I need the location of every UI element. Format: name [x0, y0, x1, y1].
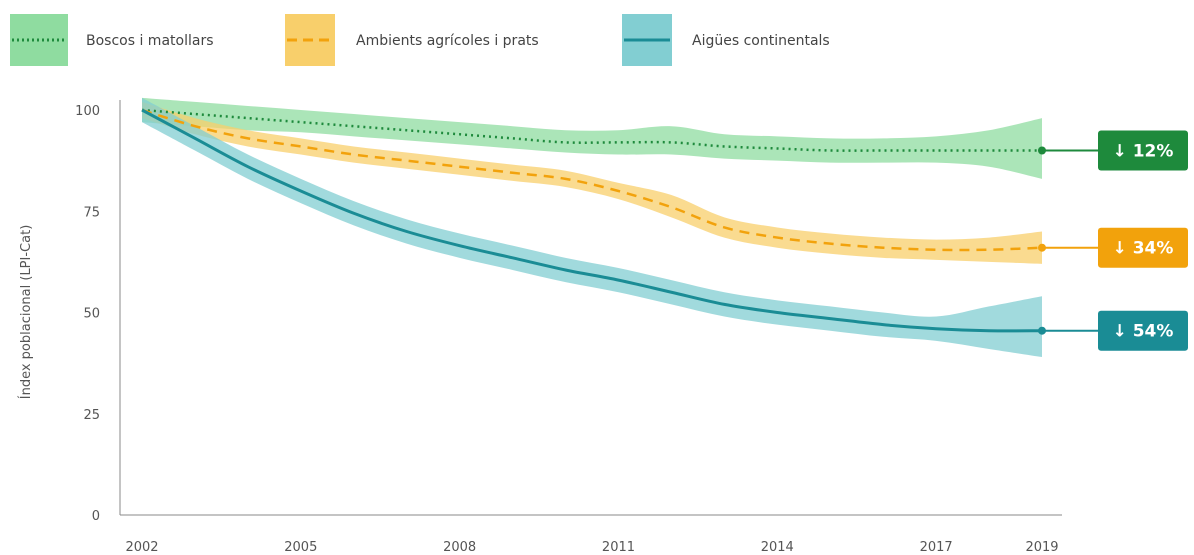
- confidence-bands: [142, 97, 1042, 358]
- x-tick-label: 2002: [125, 540, 158, 555]
- change-badge-label-agricultural: ↓ 34%: [1113, 239, 1174, 259]
- x-tick-label: 2011: [602, 540, 635, 555]
- legend: Boscos i matollars Ambients agrícoles i …: [10, 14, 830, 66]
- x-tick-label: 2005: [284, 540, 317, 555]
- x-tick-label: 2008: [443, 540, 476, 555]
- x-tick-label: 2014: [761, 540, 794, 555]
- y-tick-label: 50: [83, 307, 100, 322]
- y-tick-label: 75: [83, 205, 100, 220]
- series-lines: [141, 108, 1043, 333]
- y-tick-label: 25: [83, 408, 100, 423]
- confidence-band-agricultural: [142, 101, 1042, 264]
- series-line-forests: [141, 108, 1042, 152]
- y-tick-label: 100: [75, 104, 100, 119]
- change-badge-label-freshwater: ↓ 54%: [1113, 322, 1174, 342]
- change-badge-label-forests: ↓ 12%: [1113, 142, 1174, 162]
- legend-item-forests: Boscos i matollars: [10, 14, 214, 66]
- legend-label-agricultural: Ambients agrícoles i prats: [356, 33, 539, 49]
- legend-label-freshwater: Aigües continentals: [692, 33, 830, 49]
- confidence-band-freshwater: [142, 97, 1042, 358]
- legend-label-forests: Boscos i matollars: [86, 33, 214, 49]
- confidence-band-forests: [142, 97, 1042, 179]
- change-badge-freshwater: [1098, 310, 1188, 351]
- y-axis-label: Índex poblacional (LPI-Cat): [18, 225, 34, 400]
- series-line-agricultural: [141, 108, 1043, 252]
- change-badge-forests: [1098, 130, 1188, 171]
- y-tick-label: 0: [92, 509, 100, 524]
- x-axis-ticks: 2002 2005 2008 2011 2014 2017 2019: [125, 540, 1058, 555]
- legend-item-agricultural: Ambients agrícoles i prats: [285, 14, 539, 66]
- y-axis-ticks: 0 25 50 75 100: [75, 104, 100, 524]
- legend-item-freshwater: Aigües continentals: [622, 14, 830, 66]
- series-endpoints: ↓ 12% ↓ 34% ↓ 54%: [1038, 130, 1188, 351]
- change-badge-agricultural: [1098, 227, 1188, 268]
- x-tick-label: 2019: [1025, 540, 1058, 555]
- series-line-freshwater: [141, 108, 1043, 333]
- x-tick-label: 2017: [920, 540, 953, 555]
